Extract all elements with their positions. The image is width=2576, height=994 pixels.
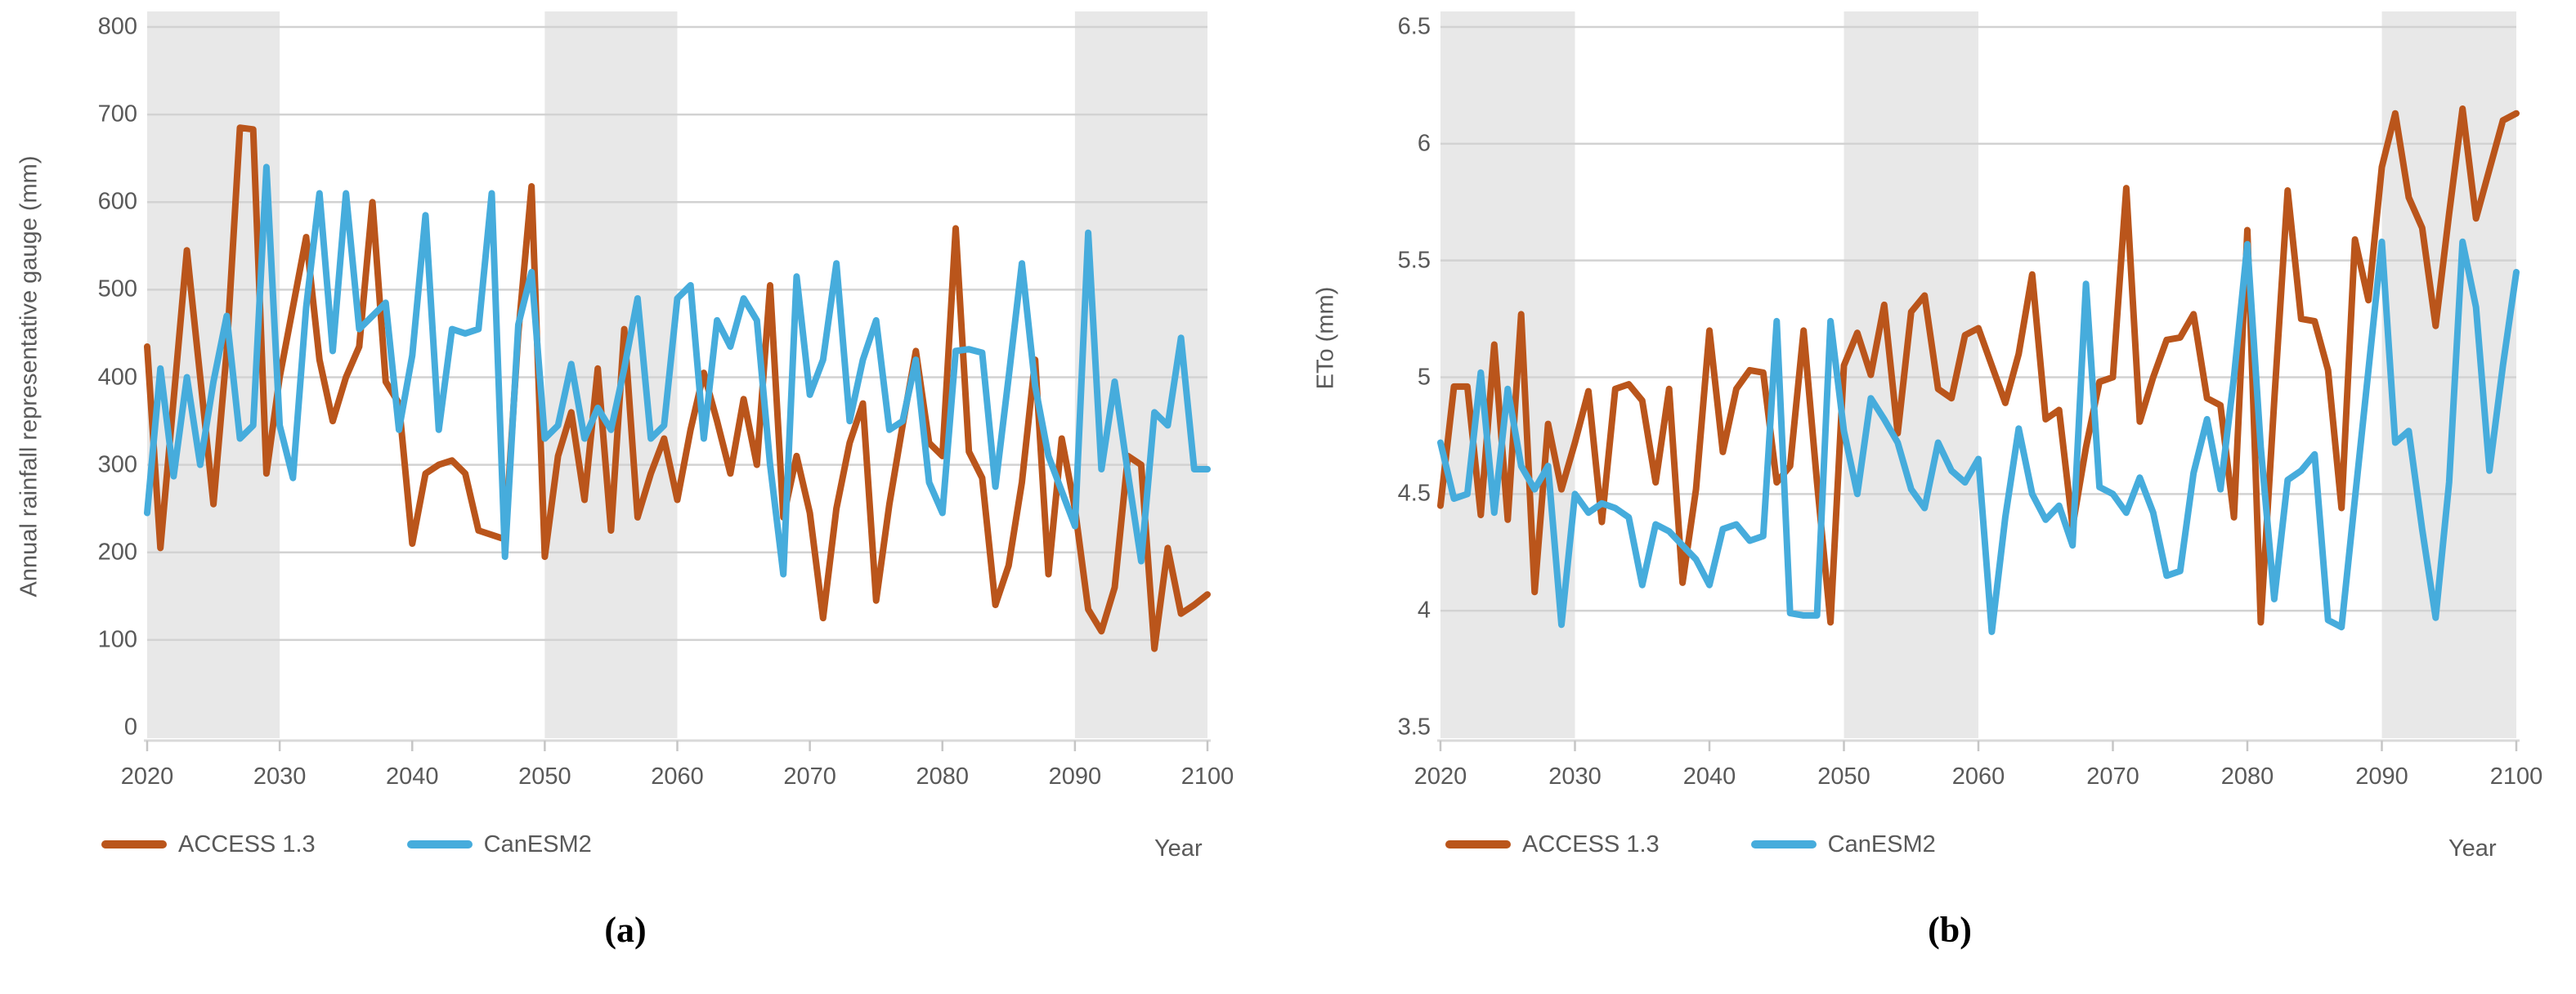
shaded-band-a-2050	[544, 11, 678, 738]
legend-swatch-access-1.3	[1445, 840, 1511, 848]
legend-b: ACCESS 1.3 CanESM2	[1445, 829, 2027, 860]
y-tick-label-b: 6	[1417, 130, 1431, 157]
x-tick-label-b: 2070	[2086, 763, 2139, 790]
x-tick-label-b: 2080	[2220, 763, 2274, 790]
y-tick-label-b: 6.5	[1397, 13, 1431, 40]
y-tick-label-a: 0	[123, 714, 137, 741]
x-tick-label-b: 2090	[2355, 763, 2408, 790]
x-tick-label-b: 2100	[2489, 763, 2543, 790]
x-tick-label-a: 2050	[518, 763, 571, 790]
y-tick-label-b: 5.5	[1397, 247, 1431, 274]
legend-item-access-1.3: ACCESS 1.3	[101, 831, 316, 858]
x-axis-title-b: Year	[2448, 835, 2497, 862]
legend-label: CanESM2	[1827, 831, 1936, 857]
legend-swatch-canesm2	[406, 840, 473, 848]
legend-label: CanESM2	[483, 831, 592, 857]
legend-label: ACCESS 1.3	[178, 831, 316, 857]
y-tick-label-a: 800	[97, 13, 137, 40]
x-tick-label-a: 2070	[783, 763, 836, 790]
y-tick-label-b: 4	[1417, 597, 1431, 624]
y-tick-label-a: 400	[97, 364, 137, 390]
y-axis-title-a: Annual rainfall representative gauge (mm…	[16, 155, 43, 598]
x-tick-label-a: 2060	[651, 763, 704, 790]
x-tick-label-a: 2020	[120, 763, 174, 790]
y-tick-label-a: 100	[97, 626, 137, 653]
legend-swatch-canesm2	[1750, 840, 1817, 848]
shaded-band-b-2090	[2381, 11, 2516, 738]
shaded-band-b-2020	[1440, 11, 1575, 738]
legend-label: ACCESS 1.3	[1522, 831, 1660, 857]
caption-a: (a)	[604, 910, 647, 950]
x-tick-label-a: 2100	[1180, 763, 1234, 790]
series-line-a-canesm2	[144, 163, 1211, 578]
legend-item-canesm2: CanESM2	[1750, 831, 1936, 858]
series-line-a-access-1.3	[144, 124, 1211, 652]
x-tick-label-a: 2040	[385, 763, 439, 790]
legend-a: ACCESS 1.3 CanESM2	[101, 829, 683, 860]
x-tick-label-b: 2060	[1951, 763, 2005, 790]
x-axis-title-a: Year	[1154, 835, 1203, 862]
y-tick-label-a: 200	[97, 539, 137, 566]
x-tick-label-a: 2080	[916, 763, 970, 790]
legend-item-canesm2: CanESM2	[406, 831, 592, 858]
series-line-b-canesm2	[1437, 238, 2520, 635]
x-tick-label-b: 2030	[1548, 763, 1602, 790]
x-tick-label-a: 2030	[253, 763, 307, 790]
y-tick-label-a: 600	[97, 188, 137, 215]
legend-item-access-1.3: ACCESS 1.3	[1445, 831, 1660, 858]
y-tick-label-b: 3.5	[1397, 714, 1431, 741]
x-tick-label-b: 2040	[1682, 763, 1736, 790]
x-tick-label-b: 2020	[1413, 763, 1467, 790]
x-tick-label-b: 2050	[1817, 763, 1870, 790]
y-tick-label-b: 5	[1417, 364, 1431, 390]
y-axis-title-b: ETo (mm)	[1312, 286, 1339, 390]
x-tick-label-a: 2090	[1048, 763, 1102, 790]
y-tick-label-a: 700	[97, 101, 137, 128]
legend-swatch-access-1.3	[101, 840, 167, 848]
caption-b: (b)	[1928, 910, 1972, 950]
y-tick-label-b: 4.5	[1397, 480, 1431, 507]
y-tick-label-a: 500	[97, 275, 137, 302]
series-line-b-access-1.3	[1437, 105, 2520, 626]
y-tick-label-a: 300	[97, 451, 137, 478]
